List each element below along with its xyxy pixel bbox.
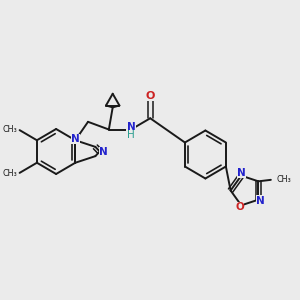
Text: H: H (127, 130, 135, 140)
Text: N: N (99, 147, 108, 157)
Text: N: N (237, 168, 246, 178)
Text: O: O (235, 202, 244, 212)
Text: CH₃: CH₃ (277, 175, 292, 184)
Text: N: N (256, 196, 265, 206)
Text: CH₃: CH₃ (3, 169, 18, 178)
Text: O: O (146, 91, 155, 101)
Text: N: N (127, 122, 135, 132)
Text: N: N (71, 134, 80, 144)
Text: CH₃: CH₃ (3, 125, 18, 134)
